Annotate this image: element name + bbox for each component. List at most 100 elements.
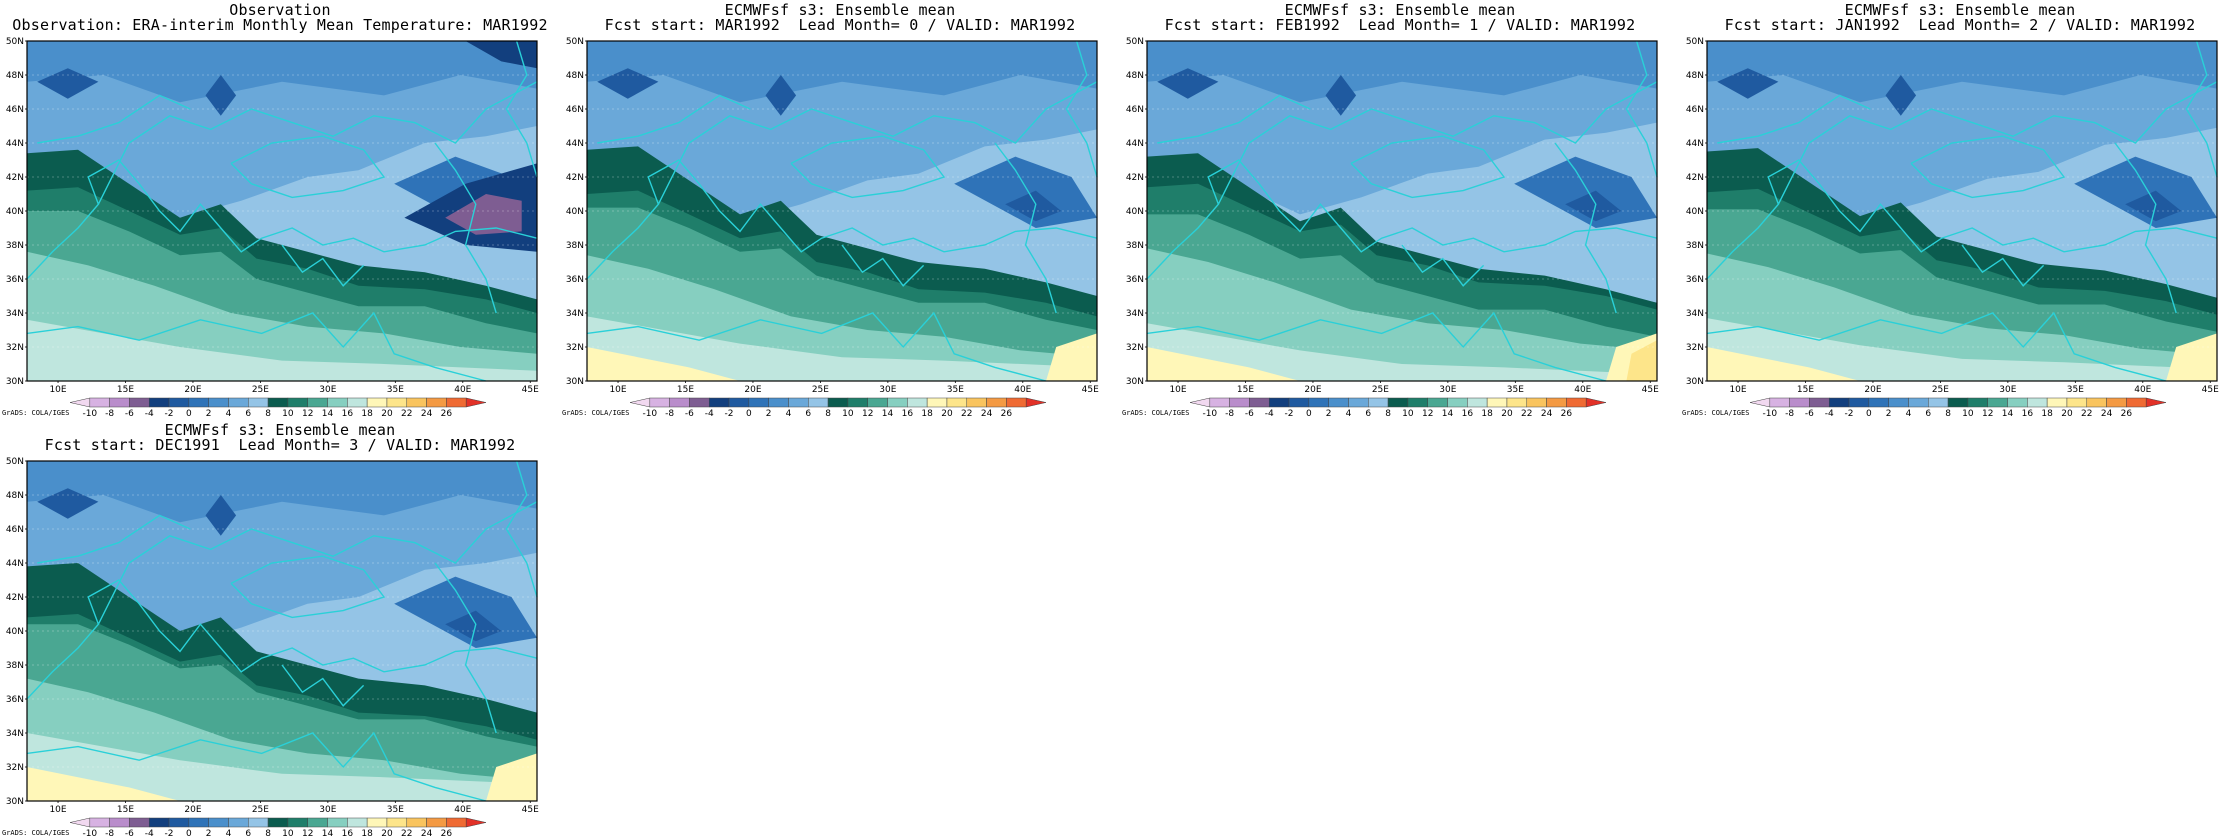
colorbar-swatch	[1328, 397, 1349, 408]
colorbar-label: 10	[282, 409, 294, 419]
lon-label: 35E	[1507, 385, 1524, 395]
colorbar-label: 10	[842, 409, 854, 419]
colorbar-label: 26	[1001, 409, 1013, 419]
colorbar-swatch	[168, 817, 190, 828]
lon-label: 40E	[1574, 385, 1591, 395]
panel-forecast-lead3: ECMWFsf s3: Ensemble mean Fcst start: DE…	[0, 420, 560, 840]
lat-label: 44N	[1126, 139, 1144, 149]
colorbar-label: 22	[961, 409, 972, 419]
lon-label: 10E	[609, 385, 626, 395]
coastline	[37, 94, 191, 144]
lon-label: 30E	[319, 805, 336, 815]
lat-label: 42N	[1126, 173, 1144, 183]
colorbar-swatch	[788, 397, 809, 408]
colorbar-label: 2	[206, 409, 212, 419]
colorbar-label: 24	[2101, 409, 2113, 419]
colorbar-swatch	[228, 397, 249, 408]
colorbar-swatch	[669, 397, 690, 408]
colorbar-swatch	[1566, 397, 1587, 408]
colorbar-swatch	[109, 817, 130, 828]
coastline	[1157, 94, 1311, 144]
colorbar-swatch	[465, 397, 487, 408]
colorbar-swatch	[2126, 397, 2147, 408]
lat-label: 48N	[1126, 71, 1144, 81]
colorbar-label: 22	[401, 409, 412, 419]
coastline	[1146, 311, 1607, 382]
colorbar-swatch	[1888, 397, 1909, 408]
lat-label: 32N	[1686, 343, 1704, 353]
lat-label: 36N	[6, 695, 24, 705]
colorbar-swatch	[1387, 397, 1409, 408]
colorbar-swatch	[1546, 397, 1567, 408]
lat-label: 32N	[566, 343, 584, 353]
colorbar-label: -4	[145, 829, 154, 839]
colorbar-label: 26	[441, 829, 453, 839]
colorbar-label: 18	[361, 409, 373, 419]
lat-label: 46N	[1126, 105, 1144, 115]
colorbar-label: 6	[805, 409, 811, 419]
colorbar-swatch	[1928, 397, 1949, 408]
coastline	[2185, 40, 2218, 178]
colorbar-swatch	[1506, 397, 1528, 408]
coastline	[281, 664, 365, 707]
lat-label: 30N	[6, 797, 24, 807]
colorbar-label: 24	[421, 829, 433, 839]
colorbar: -10 -8 -6 -4 -2 0 2 4 6 8 10 12 14 16 18 20 22 24 26	[1749, 397, 2167, 419]
lon-label: 15E	[677, 385, 694, 395]
colorbar-swatch	[1987, 397, 2008, 408]
colorbar-swatch	[248, 397, 269, 408]
colorbar-label: 6	[1365, 409, 1371, 419]
colorbar-label: 16	[902, 409, 914, 419]
colorbar-label: 12	[302, 409, 313, 419]
lat-label: 38N	[1686, 241, 1704, 251]
coastline	[1706, 311, 2167, 382]
colorbar-label: 16	[2022, 409, 2034, 419]
colorbar-label: 10	[1962, 409, 1974, 419]
colorbar-label: 8	[265, 409, 271, 419]
coastline	[1910, 135, 2066, 199]
coastline	[505, 40, 538, 178]
panel-subtitle: Observation: ERA-interim Monthly Mean Te…	[12, 16, 548, 34]
colorbar-label: -10	[82, 409, 97, 419]
colorbar-swatch	[1848, 397, 1870, 408]
colorbar-label: 24	[1541, 409, 1553, 419]
colorbar-swatch	[347, 397, 368, 408]
temperature-map: 50N 48N 46N 44N 42N 40N 38N 36N 34N 32N 30N 10E 15E 2…	[1126, 37, 1659, 419]
coastline	[434, 142, 497, 314]
lat-label: 40N	[1686, 207, 1704, 217]
lat-label: 50N	[6, 457, 24, 467]
colorbar-label: 2	[206, 829, 212, 839]
colorbar-swatch	[129, 817, 150, 828]
lat-label: 36N	[566, 275, 584, 285]
colorbar-swatch	[1368, 397, 1389, 408]
colorbar-label: 18	[921, 409, 933, 419]
lat-label: 38N	[1126, 241, 1144, 251]
coastline	[657, 81, 1098, 205]
colorbar-label: 24	[981, 409, 993, 419]
colorbar-swatch	[1769, 397, 1790, 408]
colorbar-swatch	[366, 817, 388, 828]
colorbar-label: -2	[165, 409, 174, 419]
colorbar-swatch	[1407, 397, 1428, 408]
colorbar-swatch	[1828, 397, 1850, 408]
lat-label: 40N	[6, 207, 24, 217]
colorbar-swatch	[109, 397, 130, 408]
colorbar-swatch	[1249, 397, 1270, 408]
colorbar: -10 -8 -6 -4 -2 0 2 4 6 8 10 12 14 16 18 20 22 24 26	[629, 397, 1047, 419]
colorbar: -10 -8 -6 -4 -2 0 2 4 6 8 10 12 14 16 18 20 22 24 26	[69, 397, 487, 419]
colorbar-label: 20	[381, 409, 393, 419]
colorbar-label: -6	[1245, 409, 1254, 419]
lat-label: 44N	[566, 139, 584, 149]
panel-title: ECMWFsf s3: Ensemble mean	[724, 1, 956, 19]
lon-label: 20E	[184, 805, 201, 815]
colorbar-swatch	[708, 397, 730, 408]
colorbar-label: -4	[145, 409, 154, 419]
colorbar-swatch	[966, 397, 987, 408]
lat-label: 30N	[566, 377, 584, 387]
coastline	[1777, 81, 2218, 205]
colorbar-label: -10	[1202, 409, 1217, 419]
colorbar-label: -4	[1265, 409, 1274, 419]
lat-label: 46N	[566, 105, 584, 115]
lon-label: 40E	[454, 805, 471, 815]
colorbar-label: 4	[786, 409, 792, 419]
